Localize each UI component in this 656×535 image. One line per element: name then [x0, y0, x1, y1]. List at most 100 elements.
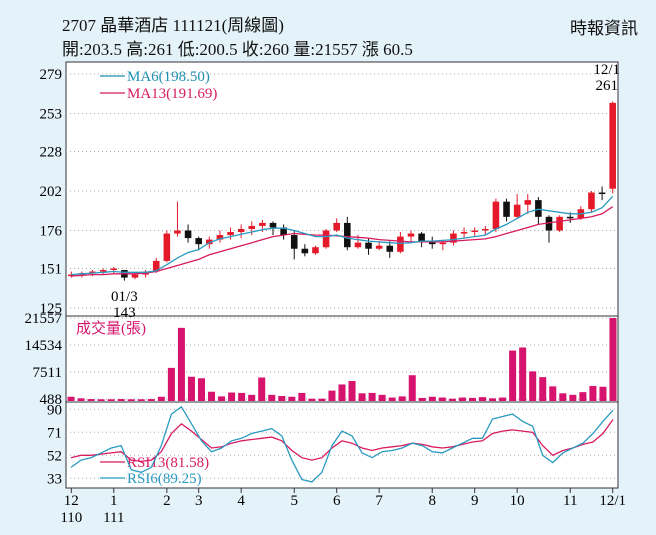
- x-tick-label: 8: [428, 493, 436, 509]
- volume-bar: [218, 396, 226, 401]
- volume-bar: [378, 394, 386, 401]
- candle-body: [503, 201, 510, 217]
- volume-bar: [177, 327, 185, 401]
- volume-bar: [208, 391, 216, 401]
- candle-body: [259, 222, 266, 226]
- rsi-ytick-label: 71: [47, 425, 62, 441]
- candle-body: [290, 235, 298, 249]
- candle-body: [513, 204, 521, 217]
- x-tick-label: 1: [110, 493, 118, 509]
- volume-legend: 成交量(張): [76, 319, 146, 337]
- volume-bar: [489, 398, 497, 401]
- ma6-line: [71, 195, 614, 276]
- volume-bar: [428, 396, 436, 401]
- candle-body: [428, 241, 436, 245]
- volume-bar: [328, 390, 336, 401]
- volume-bar: [499, 397, 507, 401]
- volume-bar: [127, 399, 135, 401]
- candle-body: [152, 260, 160, 272]
- volume-bar: [258, 377, 266, 401]
- candle-body: [566, 216, 574, 219]
- rsi-ytick-label: 33: [47, 471, 62, 487]
- volume-bar: [338, 384, 346, 401]
- candle-body: [482, 228, 489, 231]
- price-ytick-label: 253: [40, 107, 63, 123]
- volume-ytick-label: 7511: [33, 365, 62, 381]
- candle-body: [471, 230, 478, 233]
- candle-body: [184, 230, 192, 239]
- candle-body: [248, 225, 256, 229]
- price-ytick-label: 279: [40, 67, 63, 83]
- volume-bar: [268, 394, 276, 401]
- volume-bar: [238, 392, 246, 401]
- chart-title: 2707 晶華酒店 111121(周線圖): [62, 16, 284, 35]
- candle-body: [598, 192, 606, 195]
- x-tick-label: 3: [195, 493, 203, 509]
- x-tick-label: 10: [510, 493, 525, 509]
- candle-body: [227, 232, 234, 236]
- volume-bar: [438, 397, 446, 401]
- volume-bar: [478, 397, 487, 401]
- rsi-line-1: [70, 405, 614, 483]
- price-ytick-label: 125: [40, 301, 63, 317]
- candle-body: [386, 245, 394, 252]
- x-tick-label: 7: [375, 493, 383, 509]
- candle-body: [418, 233, 425, 242]
- volume-bar: [288, 396, 296, 401]
- price-ytick-label: 151: [40, 261, 63, 277]
- volume-bar: [358, 393, 366, 401]
- volume-bar: [187, 376, 195, 401]
- volume-bar: [569, 394, 577, 401]
- rsi-ytick-label: 90: [47, 402, 62, 418]
- candle-body: [375, 245, 383, 249]
- price-legend-label: MA13(191.69): [127, 86, 217, 102]
- candle-body: [545, 216, 553, 231]
- volume-ytick-label: 488: [40, 392, 63, 408]
- candle-body: [344, 222, 351, 248]
- candle-body: [99, 270, 107, 272]
- candle-body: [89, 271, 96, 274]
- volume-ytick-label: 21557: [25, 311, 63, 327]
- volume-bar: [248, 394, 256, 401]
- candle-body: [163, 233, 171, 261]
- x-tick-label: 4: [237, 493, 245, 509]
- candle-body: [280, 227, 287, 236]
- candle-body: [195, 238, 202, 245]
- candle-body: [397, 236, 404, 252]
- volume-bar: [609, 318, 617, 401]
- volume-ytick-label: 14534: [25, 338, 63, 354]
- volume-bar: [197, 378, 206, 401]
- candle-body: [609, 102, 616, 189]
- x-tick-label: 11: [563, 493, 577, 509]
- volume-bar: [408, 375, 416, 401]
- candle-body: [216, 235, 224, 240]
- volume-bar: [529, 371, 537, 401]
- volume-bar: [308, 398, 316, 401]
- high-annotation-value: 261: [595, 78, 618, 94]
- price-ytick-label: 176: [40, 224, 63, 240]
- candle-body: [269, 222, 277, 228]
- candle-body: [524, 200, 532, 205]
- price-legend-label: MA6(198.50): [127, 69, 210, 85]
- high-annotation-date: 12/1: [593, 62, 620, 78]
- volume-bar: [368, 392, 376, 401]
- volume-bar: [599, 386, 607, 401]
- volume-bar: [167, 367, 175, 401]
- candle-body: [535, 200, 542, 217]
- volume-bar: [278, 395, 286, 401]
- candle-body: [322, 230, 330, 248]
- volume-bar: [137, 399, 145, 401]
- volume-bar: [228, 392, 236, 401]
- x-tick-label: 2: [163, 493, 171, 509]
- volume-bar: [509, 350, 517, 401]
- x-tick-label: 111: [103, 510, 124, 526]
- source-label: 時報資訊: [570, 19, 638, 38]
- candle-body: [312, 247, 319, 254]
- volume-bar: [539, 377, 547, 401]
- candle-body: [110, 268, 118, 271]
- volume-bar: [97, 399, 105, 401]
- candle-body: [237, 228, 245, 233]
- candle-body: [354, 242, 362, 248]
- volume-bar: [77, 398, 85, 401]
